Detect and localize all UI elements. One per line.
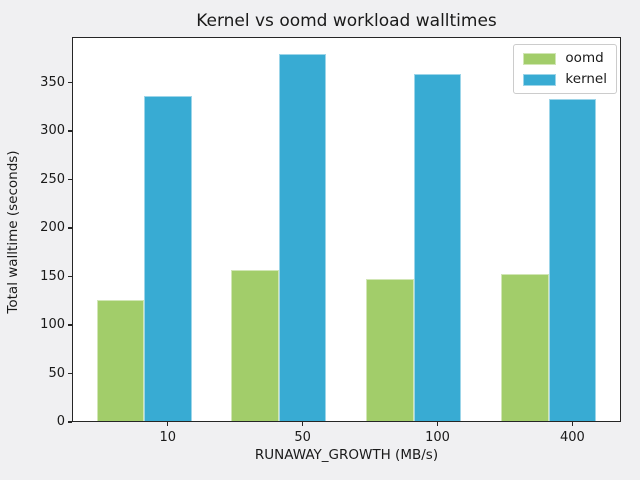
y-tick-label: 350 xyxy=(40,74,65,90)
bar-kernel-400 xyxy=(548,99,597,421)
bar-kernel-50 xyxy=(278,54,327,421)
x-tick-mark xyxy=(571,422,574,426)
plot-area: oomd kernel xyxy=(72,37,621,422)
bar-kernel-10 xyxy=(144,96,192,421)
y-tick-label: 200 xyxy=(40,220,65,236)
bar-oomd-50 xyxy=(231,269,279,421)
y-tick-mark xyxy=(68,227,72,229)
y-tick-mark xyxy=(68,81,72,84)
oomd-legend-swatch xyxy=(523,52,557,65)
y-tick-label: 150 xyxy=(40,268,65,284)
legend-label: oomd xyxy=(565,50,604,66)
x-tick-label: 10 xyxy=(159,430,177,445)
y-tick-label: 100 xyxy=(40,317,65,333)
legend-label: kernel xyxy=(565,71,607,87)
y-tick-label: 300 xyxy=(40,123,65,139)
x-tick-mark xyxy=(436,422,439,426)
legend-item-oomd: oomd xyxy=(523,51,607,66)
legend-item-kernel: kernel xyxy=(523,72,607,87)
x-tick-label: 400 xyxy=(560,430,585,445)
x-tick-mark xyxy=(167,422,169,426)
y-tick-mark xyxy=(68,324,72,326)
x-tick-mark xyxy=(302,422,304,426)
y-tick-mark xyxy=(68,130,72,132)
kernel-legend-swatch xyxy=(523,73,557,86)
y-tick-label: 250 xyxy=(40,171,65,187)
x-tick-label: 100 xyxy=(425,430,450,445)
y-tick-mark xyxy=(68,421,72,423)
chart-title: Kernel vs oomd workload walltimes xyxy=(196,11,497,31)
x-axis-label: RUNAWAY_GROWTH (MB/s) xyxy=(254,447,439,463)
bar-oomd-10 xyxy=(96,299,145,421)
bar-oomd-100 xyxy=(366,279,414,421)
bar-kernel-100 xyxy=(413,73,462,421)
y-tick-mark xyxy=(68,275,72,278)
y-tick-mark xyxy=(68,178,72,181)
y-tick-mark xyxy=(68,372,72,375)
y-tick-label: 50 xyxy=(48,365,65,381)
y-tick-label: 0 xyxy=(56,414,65,429)
x-tick-label: 50 xyxy=(294,430,311,445)
bar-oomd-400 xyxy=(501,273,549,421)
legend: oomd kernel xyxy=(513,44,617,94)
